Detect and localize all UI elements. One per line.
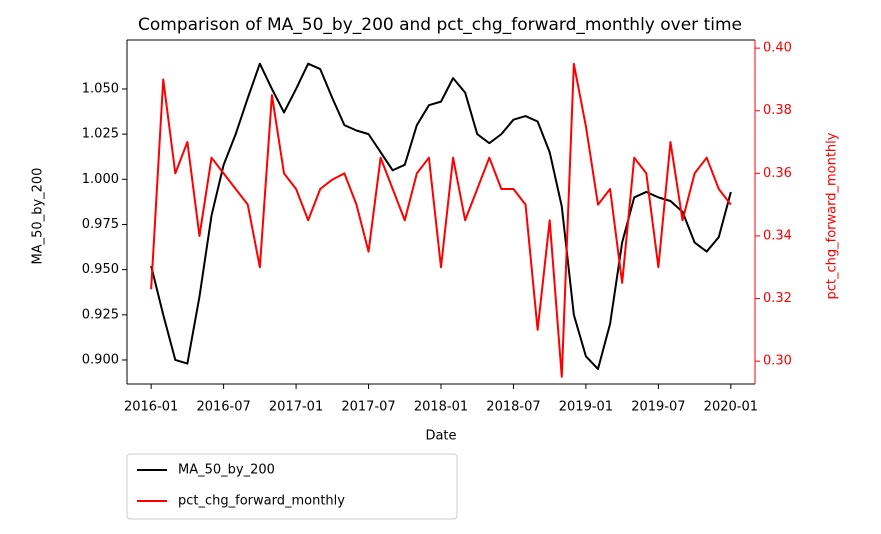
x-tick-label: 2017-07 <box>341 400 395 415</box>
y-tick-label: 1.000 <box>82 172 119 187</box>
legend-box <box>126 453 458 520</box>
chart-title: Comparison of MA_50_by_200 and pct_chg_f… <box>138 15 742 35</box>
y2-tick-label: 0.30 <box>763 354 792 369</box>
y2-tick-label: 0.40 <box>763 41 792 56</box>
y2-axis-label: pct_chg_forward_monthly <box>825 132 840 299</box>
x-tick-label: 2016-01 <box>124 400 178 415</box>
x-tick-label: 2018-07 <box>486 400 540 415</box>
y-axis-label: MA_50_by_200 <box>31 168 46 265</box>
x-tick-label: 2018-01 <box>414 400 468 415</box>
x-tick-label: 2019-07 <box>631 400 685 415</box>
y-tick-label: 0.900 <box>82 352 119 367</box>
x-tick-label: 2020-01 <box>704 400 758 415</box>
y-tick-label: 0.975 <box>82 217 119 232</box>
legend-label: pct_chg_forward_monthly <box>178 494 345 509</box>
x-tick-label: 2019-01 <box>559 400 613 415</box>
y2-tick-label: 0.34 <box>763 228 792 243</box>
y2-tick-label: 0.38 <box>763 103 792 118</box>
series-line <box>150 62 732 370</box>
y2-tick-label: 0.32 <box>763 291 792 306</box>
y-tick-label: 1.050 <box>82 81 119 96</box>
y-tick-label: 0.925 <box>82 307 119 322</box>
x-tick-label: 2017-01 <box>269 400 323 415</box>
y-tick-label: 1.025 <box>82 127 119 142</box>
y-tick-label: 0.950 <box>82 262 119 277</box>
x-axis-label: Date <box>425 429 456 444</box>
series-line <box>150 62 732 378</box>
y2-tick-label: 0.36 <box>763 166 792 181</box>
legend-label: MA_50_by_200 <box>178 463 275 478</box>
x-tick-label: 2016-07 <box>196 400 250 415</box>
